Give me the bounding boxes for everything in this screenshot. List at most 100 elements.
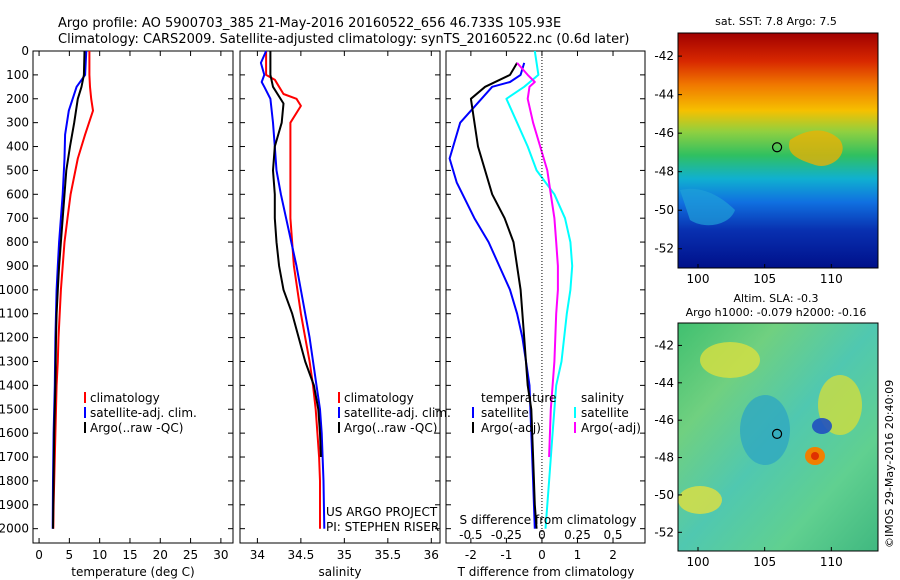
legend-title-salinity: salinity xyxy=(581,391,624,405)
x-tick-label: 0 xyxy=(538,548,546,562)
s-diff-tick-label: 0.5 xyxy=(603,528,622,542)
map-lon-label: 110 xyxy=(820,272,843,286)
salinity-axis-label: salinity xyxy=(318,565,361,579)
temperature-axis-label: temperature (deg C) xyxy=(71,565,194,579)
depth-tick-label: 1400 xyxy=(0,378,29,392)
x-tick-label: 1 xyxy=(574,548,582,562)
map-lat-label: -52 xyxy=(654,242,674,256)
header-line-1: Argo profile: AO 5900703_385 21-May-2016… xyxy=(58,16,561,31)
series-line-satellite-adj-clim- xyxy=(259,50,326,529)
x-tick-label: 35 xyxy=(337,548,352,562)
sla-eddy-center xyxy=(811,452,819,460)
legend-title-temperature: temperature xyxy=(481,391,556,405)
sla-map-frame xyxy=(677,322,879,552)
depth-tick-label: 200 xyxy=(6,92,29,106)
depth-tick-label: 1300 xyxy=(0,354,29,368)
difference-panel-frame xyxy=(445,50,646,544)
s-diff-tick-label: -0.5 xyxy=(459,528,482,542)
depth-tick-label: 400 xyxy=(6,140,29,154)
map-lat-label: -44 xyxy=(654,88,674,102)
map-lon-label: 105 xyxy=(753,272,776,286)
sla-low-patch xyxy=(812,418,832,434)
argo-location-marker xyxy=(771,428,783,439)
x-tick-label: 5 xyxy=(66,548,74,562)
map-lat-label: -44 xyxy=(654,376,674,390)
sla-high-patch xyxy=(700,342,760,378)
depth-tick-label: 1000 xyxy=(0,283,29,297)
depth-tick-label: 800 xyxy=(6,235,29,249)
legend-swatch-argo xyxy=(84,422,86,433)
legend-label-satellite-sal: satellite xyxy=(581,406,629,420)
series-line-satellite xyxy=(505,50,574,529)
map-lat-label: -46 xyxy=(654,413,674,427)
depth-tick-label: 1100 xyxy=(0,307,29,321)
legend-label-argo: Argo(..raw -QC) xyxy=(90,421,183,435)
temperature-legend: climatology satellite-adj. clim. Argo(..… xyxy=(84,391,197,435)
legend-swatch-climatology xyxy=(84,392,86,403)
map-lat-label: -50 xyxy=(654,203,674,217)
sla-low-patch xyxy=(740,395,790,465)
difference-legend: temperature salinity satellite Argo(-adj… xyxy=(472,391,641,435)
sla-map-ticks: 100 105 110 -42 -44 -46 -48 -50 -52 xyxy=(654,338,842,569)
depth-tick-label: 100 xyxy=(6,68,29,82)
x-tick-label: 34 xyxy=(250,548,265,562)
x-tick-label: -1 xyxy=(500,548,512,562)
map-lon-label: 100 xyxy=(687,555,710,569)
map-lat-label: -50 xyxy=(654,488,674,502)
depth-tick-label: 600 xyxy=(6,187,29,201)
depth-tick-label: 700 xyxy=(6,211,29,225)
legend-label-satellite-adj: satellite-adj. clim. xyxy=(90,406,197,420)
legend-label-satellite-temp: satellite xyxy=(481,406,529,420)
legend-swatch-satellite-adj xyxy=(84,407,86,418)
legend-swatch-argo-sal xyxy=(574,422,576,433)
argo-location-marker xyxy=(771,142,783,153)
s-diff-tick-label: -0.25 xyxy=(491,528,522,542)
depth-tick-label: 1700 xyxy=(0,450,29,464)
temperature-panel-frame xyxy=(32,50,234,544)
x-tick-label: 34.5 xyxy=(288,548,315,562)
sla-map-subtitle: Argo h1000: -0.079 h2000: -0.16 xyxy=(686,306,867,319)
map-lat-label: -52 xyxy=(654,525,674,539)
map-lat-label: -48 xyxy=(654,451,674,465)
x-tick-label: 30 xyxy=(213,548,228,562)
pi-credit: PI: STEPHEN RISER xyxy=(326,520,439,534)
x-tick-label: 36 xyxy=(424,548,439,562)
depth-tick-label: 300 xyxy=(6,116,29,130)
series-line-argo-adj- xyxy=(469,62,538,529)
x-tick-label: 2 xyxy=(609,548,617,562)
sst-map-title: sat. SST: 7.8 Argo: 7.5 xyxy=(715,15,837,28)
sst-cold-patch xyxy=(680,188,735,226)
depth-tick-label: 500 xyxy=(6,163,29,177)
map-lon-label: 100 xyxy=(687,272,710,286)
depth-tick-label: 900 xyxy=(6,259,29,273)
x-tick-label: 20 xyxy=(153,548,168,562)
axis-ticks: 0 5 10 15 20 25 300100200300400500600700800900… xyxy=(0,44,645,562)
series-line-argo-raw-qc- xyxy=(269,51,322,458)
sst-front-warm-patch xyxy=(789,130,843,166)
legend-label-argo-temp: Argo(-adj) xyxy=(481,421,541,435)
map-lat-label: -42 xyxy=(654,49,674,63)
salinity-panel-frame xyxy=(239,50,441,544)
sla-map-title: Altim. SLA: -0.3 xyxy=(733,292,818,305)
salinity-legend: climatology satellite-adj. clim. Argo(..… xyxy=(338,391,451,435)
legend-label-satellite-adj: satellite-adj. clim. xyxy=(344,406,451,420)
depth-tick-label: 1200 xyxy=(0,331,29,345)
sst-map xyxy=(677,32,879,269)
legend-label-argo-sal: Argo(-adj) xyxy=(581,421,641,435)
legend-label-argo: Argo(..raw -QC) xyxy=(344,421,437,435)
series-line-climatology xyxy=(52,51,94,529)
legend-swatch-argo-temp xyxy=(472,422,474,433)
sla-map xyxy=(677,322,879,552)
legend-label-climatology: climatology xyxy=(90,391,160,405)
header-line-2: Climatology: CARS2009. Satellite-adjuste… xyxy=(58,32,630,47)
legend-swatch-satellite-temp xyxy=(472,407,474,418)
x-tick-label: 0 xyxy=(35,548,43,562)
depth-tick-label: 1600 xyxy=(0,426,29,440)
x-tick-label: 25 xyxy=(183,548,198,562)
sst-map-field xyxy=(678,33,878,268)
series-line-climatology xyxy=(265,51,321,529)
series-line-argo-raw-qc- xyxy=(52,50,86,529)
depth-tick-label: 2000 xyxy=(0,522,29,536)
x-tick-label: 35.5 xyxy=(374,548,401,562)
depth-tick-label: 1500 xyxy=(0,402,29,416)
